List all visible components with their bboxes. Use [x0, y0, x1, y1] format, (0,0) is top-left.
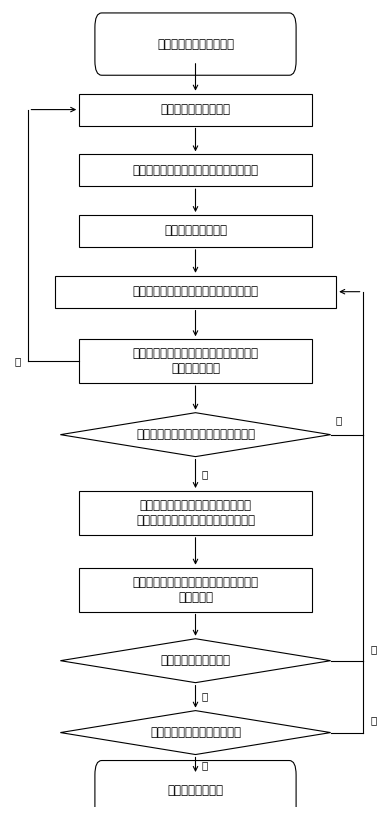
- Text: 判断关联节点是否存在相同编号的纹理: 判断关联节点是否存在相同编号的纹理: [136, 428, 255, 441]
- Text: 检索索引树的根节点: 检索索引树的根节点: [164, 224, 227, 237]
- Text: 打开精细三维建筑物模型: 打开精细三维建筑物模型: [157, 37, 234, 51]
- FancyBboxPatch shape: [95, 13, 296, 75]
- Text: 记录各个建筑物部件所占用叶子节点坐标: 记录各个建筑物部件所占用叶子节点坐标: [133, 164, 258, 177]
- Bar: [79, 339, 312, 383]
- Bar: [79, 94, 312, 126]
- Bar: [79, 567, 312, 611]
- Bar: [79, 491, 312, 535]
- Text: 是: 是: [202, 760, 208, 769]
- Text: 是否完成所有叶子节点的聚合: 是否完成所有叶子节点的聚合: [150, 726, 241, 739]
- Text: 否: 否: [371, 644, 377, 654]
- Text: 是: 是: [202, 469, 208, 478]
- Text: 通过先序遍历方法检索初始建立的索引树: 通过先序遍历方法检索初始建立的索引树: [133, 285, 258, 298]
- Text: 是: 是: [202, 692, 208, 702]
- Text: 进行索引树序列化: 进行索引树序列化: [167, 784, 224, 797]
- Bar: [55, 275, 336, 307]
- FancyBboxPatch shape: [95, 760, 296, 815]
- Text: 是否完成索引树的建立: 是否完成索引树的建立: [160, 654, 231, 667]
- Polygon shape: [60, 412, 331, 456]
- Polygon shape: [60, 711, 331, 755]
- Text: 否: 否: [14, 356, 20, 366]
- Text: 否: 否: [371, 716, 377, 725]
- Polygon shape: [60, 639, 331, 683]
- Text: 将在叶子节点上已经关联到父节点上的纹
理文件删除: 将在叶子节点上已经关联到父节点上的纹 理文件删除: [133, 575, 258, 604]
- Text: 基于八叉树建立索引树: 基于八叉树建立索引树: [160, 103, 231, 116]
- Text: 对遍历到具有相同父节点的叶子节点进行
纹理文件的关联: 对遍历到具有相同父节点的叶子节点进行 纹理文件的关联: [133, 347, 258, 375]
- Bar: [79, 154, 312, 187]
- Text: 将具有相同名字的纹理文件关联到其
父节点上并更新其关联的节点空间坐标: 将具有相同名字的纹理文件关联到其 父节点上并更新其关联的节点空间坐标: [136, 499, 255, 527]
- Text: 否: 否: [335, 416, 341, 425]
- Bar: [79, 215, 312, 247]
